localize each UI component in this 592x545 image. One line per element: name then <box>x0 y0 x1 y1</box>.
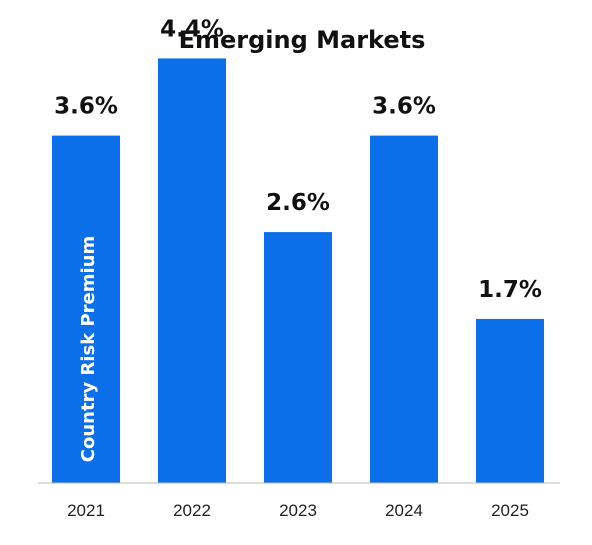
x-tick-label-2025: 2025 <box>491 501 529 520</box>
value-label-2025: 1.7% <box>478 277 542 303</box>
value-label-2023: 2.6% <box>266 190 330 216</box>
value-label-2022: 4.4% <box>160 16 224 42</box>
value-labels-group: 3.6% 4.4% 2.6% 3.6% 1.7% <box>54 16 542 303</box>
x-tick-label-2023: 2023 <box>279 501 317 520</box>
x-tick-label-2024: 2024 <box>385 501 423 520</box>
bar-2024 <box>370 135 438 483</box>
bar-2021 <box>52 135 120 483</box>
x-tick-label-2022: 2022 <box>173 501 211 520</box>
x-tick-labels-group: 2021 2022 2023 2024 2025 <box>67 501 529 520</box>
x-tick-label-2021: 2021 <box>67 501 105 520</box>
bar-2023 <box>264 232 332 483</box>
bar-2022 <box>158 58 226 484</box>
value-label-2024: 3.6% <box>372 94 436 120</box>
bars-group <box>52 58 544 484</box>
value-label-2021: 3.6% <box>54 94 118 120</box>
y-axis-label: Country Risk Premium <box>78 236 99 462</box>
chart-title: Emerging Markets <box>179 26 426 54</box>
bar-2025 <box>476 318 544 483</box>
